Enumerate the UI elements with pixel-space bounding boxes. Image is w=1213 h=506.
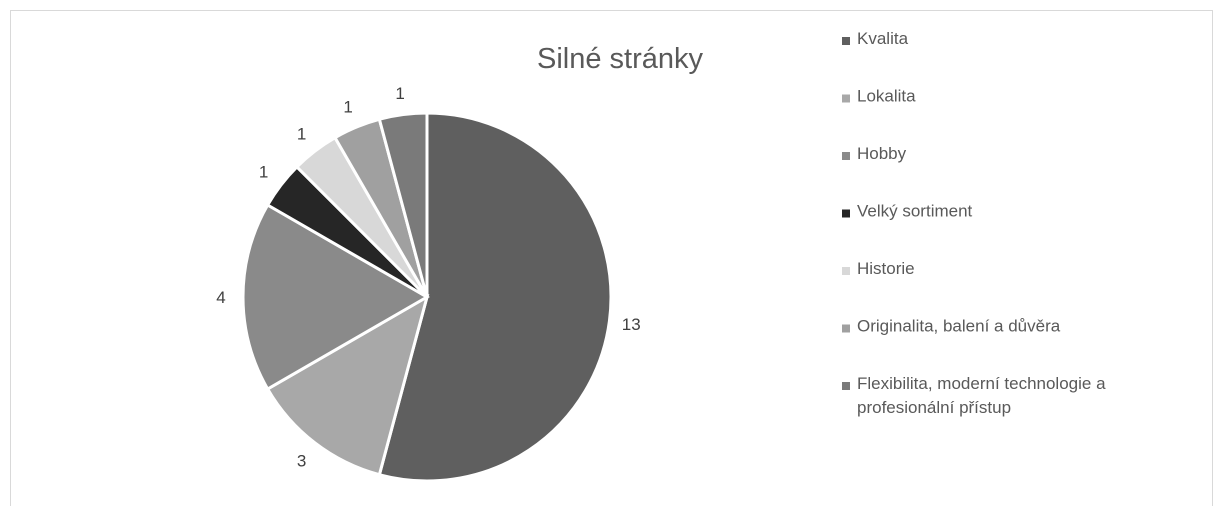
legend-label-3: Hobby <box>857 144 907 163</box>
pie-slice-1 <box>377 111 613 483</box>
pie-slice-2 <box>265 293 430 477</box>
data-label-7: 1 <box>395 84 404 103</box>
legend-swatch-6 <box>842 324 850 333</box>
data-label-5: 1 <box>297 125 306 144</box>
pie-slice-7 <box>377 111 429 298</box>
legend-swatch-1 <box>842 37 850 45</box>
legend-label-6: Originalita, balení a důvěra <box>857 317 1061 336</box>
legend-label-5: Historie <box>857 259 915 278</box>
legend-label-4: Velký sortiment <box>857 202 973 221</box>
legend-label-7: Flexibilita, moderní technologie a profes… <box>857 374 1106 417</box>
legend-label-2: Lokalita <box>857 87 916 106</box>
pie-slices <box>241 111 613 483</box>
data-label-3: 4 <box>216 288 225 307</box>
data-labels: 13 3 4 1 1 1 1 <box>216 84 640 471</box>
legend: Kvalita Lokalita Hobby Velký sortiment Histo… <box>842 29 1106 417</box>
data-label-1: 13 <box>622 315 641 334</box>
legend-swatch-7 <box>842 382 850 390</box>
legend-swatch-5 <box>842 267 850 275</box>
chart-title: Silné stránky <box>537 43 704 75</box>
legend-swatch-3 <box>842 152 850 160</box>
data-label-2: 3 <box>297 451 306 470</box>
data-label-4: 1 <box>259 163 268 182</box>
pie-slice-3 <box>241 202 431 392</box>
legend-swatch-4 <box>842 209 850 218</box>
legend-swatch-2 <box>842 94 850 103</box>
data-label-6: 1 <box>343 98 352 117</box>
legend-label-1: Kvalita <box>857 29 909 48</box>
